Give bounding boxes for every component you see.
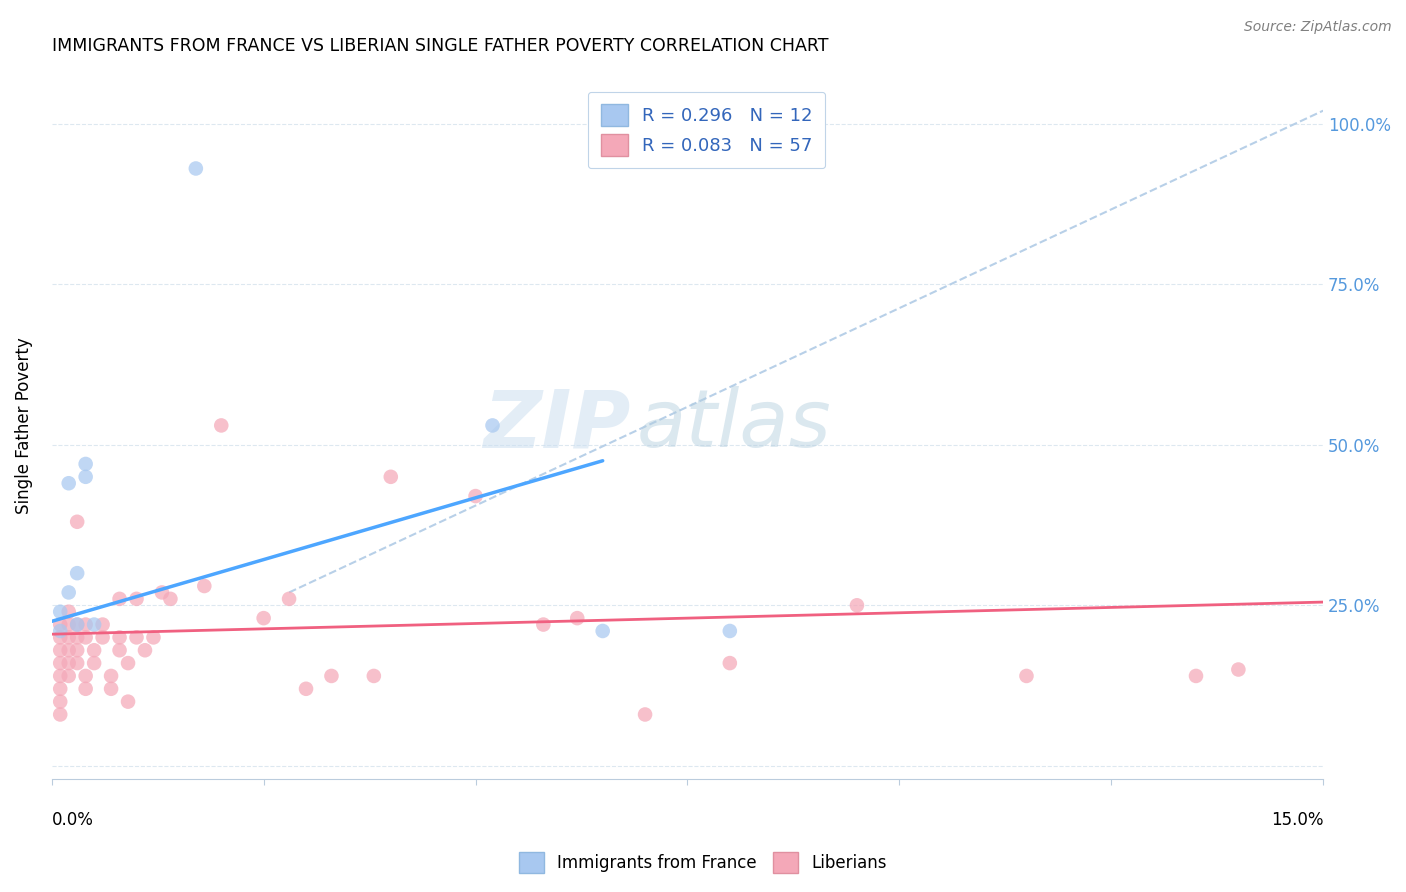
Point: [58, 585, 80, 599]
Point: [184, 161, 207, 176]
Legend: R = 0.296   N = 12, R = 0.083   N = 57: R = 0.296 N = 12, R = 0.083 N = 57: [588, 92, 825, 169]
Point: [49, 707, 72, 722]
Point: [380, 470, 402, 484]
Point: [75, 457, 97, 471]
Point: [91, 617, 114, 632]
Point: [49, 617, 72, 632]
Point: [108, 631, 131, 645]
Point: [567, 611, 589, 625]
Point: [58, 631, 80, 645]
Point: [125, 591, 148, 606]
Text: atlas: atlas: [637, 386, 831, 465]
Point: [49, 624, 72, 638]
Point: [108, 591, 131, 606]
Point: [1227, 663, 1250, 677]
Point: [363, 669, 385, 683]
Point: [58, 669, 80, 683]
Point: [100, 681, 122, 696]
Point: [66, 617, 89, 632]
Point: [66, 656, 89, 670]
Point: [718, 624, 741, 638]
Point: [58, 476, 80, 491]
Point: [66, 617, 89, 632]
Text: 15.0%: 15.0%: [1271, 811, 1323, 829]
Point: [58, 643, 80, 657]
Point: [117, 656, 139, 670]
Text: Source: ZipAtlas.com: Source: ZipAtlas.com: [1244, 20, 1392, 34]
Point: [1185, 669, 1208, 683]
Point: [278, 591, 301, 606]
Point: [134, 643, 156, 657]
Point: [83, 643, 105, 657]
Point: [159, 591, 181, 606]
Point: [100, 669, 122, 683]
Point: [66, 643, 89, 657]
Point: [846, 599, 869, 613]
Text: IMMIGRANTS FROM FRANCE VS LIBERIAN SINGLE FATHER POVERTY CORRELATION CHART: IMMIGRANTS FROM FRANCE VS LIBERIAN SINGL…: [52, 37, 828, 55]
Point: [75, 681, 97, 696]
Point: [718, 656, 741, 670]
Point: [117, 695, 139, 709]
Point: [49, 656, 72, 670]
Point: [58, 617, 80, 632]
Point: [464, 489, 486, 503]
Point: [253, 611, 276, 625]
Point: [193, 579, 215, 593]
Point: [49, 605, 72, 619]
Point: [295, 681, 318, 696]
Point: [58, 605, 80, 619]
Point: [83, 656, 105, 670]
Point: [125, 631, 148, 645]
Point: [1015, 669, 1038, 683]
Legend: Immigrants from France, Liberians: Immigrants from France, Liberians: [512, 846, 894, 880]
Point: [49, 695, 72, 709]
Point: [49, 669, 72, 683]
Point: [49, 631, 72, 645]
Point: [75, 617, 97, 632]
Point: [75, 631, 97, 645]
Point: [150, 585, 173, 599]
Point: [49, 681, 72, 696]
Point: [592, 624, 614, 638]
Point: [481, 418, 503, 433]
Point: [209, 418, 232, 433]
Point: [66, 566, 89, 581]
Point: [91, 631, 114, 645]
Point: [321, 669, 343, 683]
Point: [49, 643, 72, 657]
Point: [75, 470, 97, 484]
Point: [531, 617, 554, 632]
Point: [634, 707, 657, 722]
Text: 0.0%: 0.0%: [52, 811, 94, 829]
Text: ZIP: ZIP: [482, 386, 630, 465]
Point: [66, 515, 89, 529]
Point: [142, 631, 165, 645]
Point: [108, 643, 131, 657]
Point: [75, 669, 97, 683]
Point: [83, 617, 105, 632]
Y-axis label: Single Father Poverty: Single Father Poverty: [15, 337, 32, 514]
Point: [66, 631, 89, 645]
Point: [58, 656, 80, 670]
